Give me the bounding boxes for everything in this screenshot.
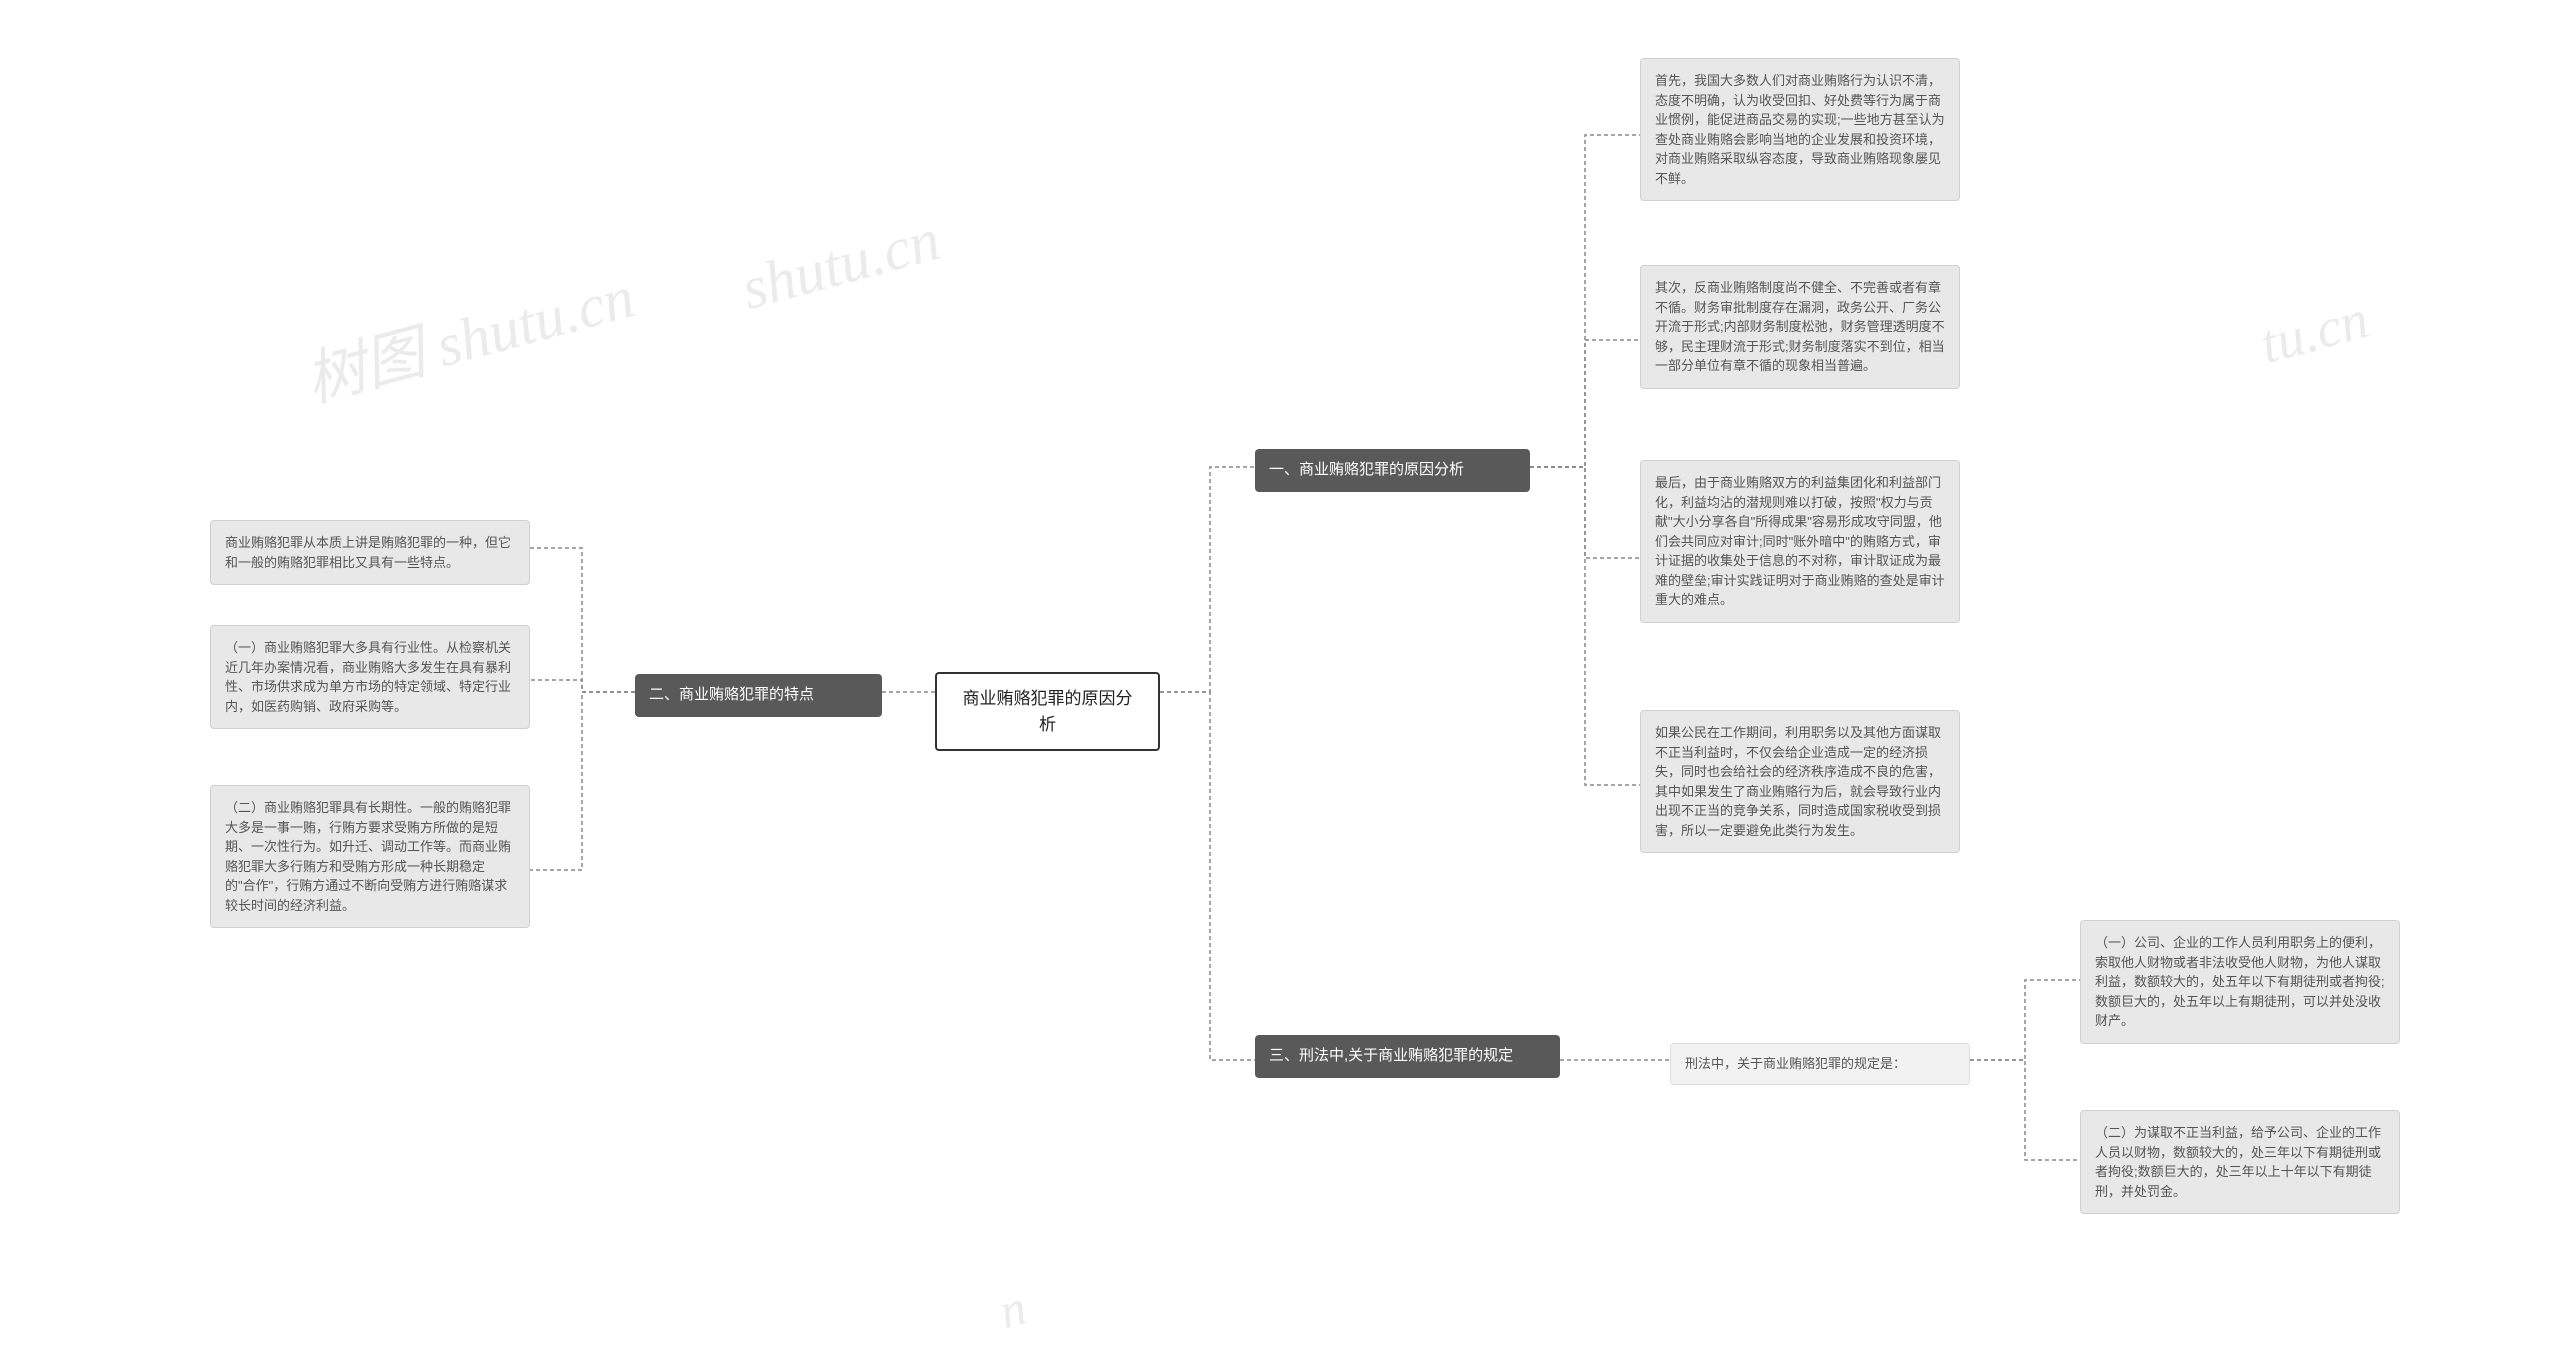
branch-3[interactable]: 三、刑法中,关于商业贿赂犯罪的规定 [1255, 1035, 1560, 1078]
branch-1-leaf-1[interactable]: 其次，反商业贿赂制度尚不健全、不完善或者有章不循。财务审批制度存在漏洞，政务公开… [1640, 265, 1960, 389]
watermark: tu.cn [2254, 287, 2375, 376]
branch-1-leaf-0[interactable]: 首先，我国大多数人们对商业贿赂行为认识不清，态度不明确，认为收受回扣、好处费等行… [1640, 58, 1960, 201]
watermark: 树图 shutu.cn [294, 248, 642, 419]
root-node[interactable]: 商业贿赂犯罪的原因分析 [935, 672, 1160, 751]
branch-1[interactable]: 一、商业贿赂犯罪的原因分析 [1255, 449, 1530, 492]
branch-2-leaf-2[interactable]: （二）商业贿赂犯罪具有长期性。一般的贿赂犯罪大多是一事一贿，行贿方要求受贿方所做… [210, 785, 530, 928]
branch-2-leaf-0[interactable]: 商业贿赂犯罪从本质上讲是贿赂犯罪的一种，但它和一般的贿赂犯罪相比又具有一些特点。 [210, 520, 530, 585]
branch-3-sub-leaf-0[interactable]: （一）公司、企业的工作人员利用职务上的便利，索取他人财物或者非法收受他人财物，为… [2080, 920, 2400, 1044]
branch-2-leaf-1[interactable]: （一）商业贿赂犯罪大多具有行业性。从检察机关近几年办案情况看，商业贿赂大多发生在… [210, 625, 530, 729]
branch-1-leaf-3[interactable]: 如果公民在工作期间，利用职务以及其他方面谋取不正当利益时，不仅会给企业造成一定的… [1640, 710, 1960, 853]
branch-1-leaf-2[interactable]: 最后，由于商业贿赂双方的利益集团化和利益部门化，利益均沾的潜规则难以打破，按照"… [1640, 460, 1960, 623]
branch-3-sub-leaf-1[interactable]: （二）为谋取不正当利益，给予公司、企业的工作人员以财物，数额较大的，处三年以下有… [2080, 1110, 2400, 1214]
watermark: n [993, 1278, 1032, 1340]
branch-3-sub[interactable]: 刑法中，关于商业贿赂犯罪的规定是： [1670, 1043, 1970, 1085]
mindmap-canvas: { "type": "mindmap", "background_color":… [0, 0, 2560, 1356]
watermark: shutu.cn [735, 205, 948, 324]
branch-2[interactable]: 二、商业贿赂犯罪的特点 [635, 674, 882, 717]
